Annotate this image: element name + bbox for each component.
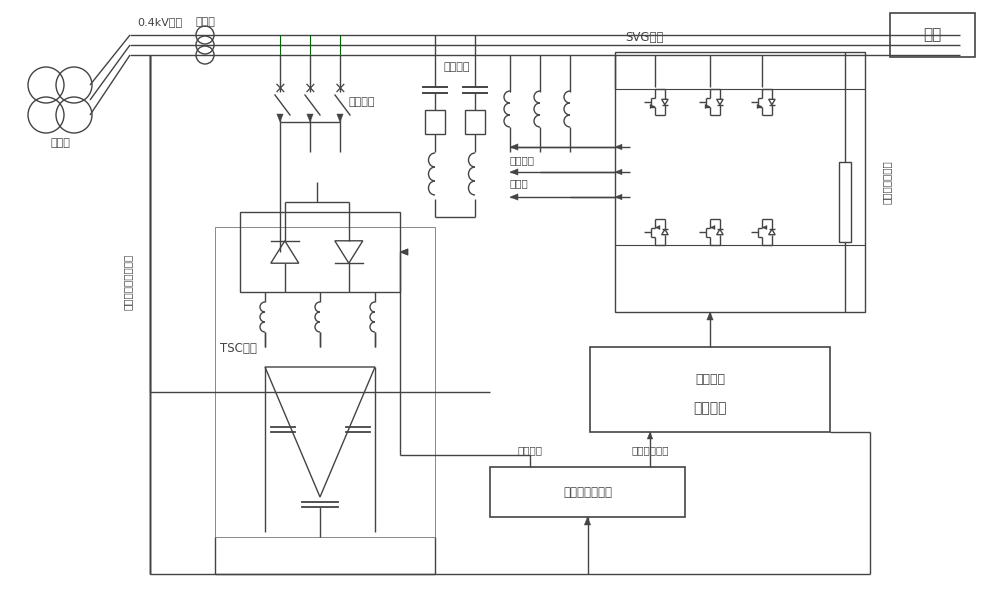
Polygon shape: [400, 249, 408, 255]
Text: 无功参考指令: 无功参考指令: [631, 445, 669, 455]
Text: SVG部分: SVG部分: [625, 31, 664, 44]
Text: 触发信号: 触发信号: [518, 445, 542, 455]
Polygon shape: [615, 194, 622, 200]
Text: 负载: 负载: [923, 27, 942, 43]
Text: ×: ×: [274, 82, 286, 96]
Text: 滤波支路: 滤波支路: [444, 62, 470, 72]
Text: 变压器: 变压器: [50, 138, 70, 148]
Bar: [240, 212, 400, 292]
Polygon shape: [615, 144, 622, 150]
Bar: [215, 227, 435, 537]
Polygon shape: [757, 105, 762, 108]
Polygon shape: [337, 114, 343, 122]
Polygon shape: [710, 226, 715, 230]
Polygon shape: [707, 312, 713, 320]
Text: 无功功率: 无功功率: [348, 97, 375, 107]
Text: 驱动信号: 驱动信号: [695, 373, 725, 386]
Bar: [490, 467, 685, 517]
Text: 无功补偿控制器: 无功补偿控制器: [563, 485, 612, 498]
Text: 自换相桥式电路: 自换相桥式电路: [882, 160, 892, 204]
Bar: [465, 110, 485, 134]
Polygon shape: [307, 114, 313, 122]
Polygon shape: [584, 517, 591, 525]
Polygon shape: [510, 144, 518, 150]
Polygon shape: [705, 105, 710, 108]
Polygon shape: [647, 432, 653, 439]
Polygon shape: [277, 114, 283, 122]
Polygon shape: [400, 249, 408, 255]
Polygon shape: [762, 226, 767, 230]
Bar: [839, 162, 851, 242]
Polygon shape: [510, 169, 518, 175]
Text: ×: ×: [334, 82, 346, 96]
Text: 电压、电流模拟信号: 电压、电流模拟信号: [123, 254, 133, 310]
Polygon shape: [510, 194, 518, 200]
Text: TSC部分: TSC部分: [220, 342, 257, 355]
Bar: [890, 13, 975, 57]
Bar: [590, 347, 830, 432]
Bar: [615, 52, 865, 312]
Text: 驱动模块: 驱动模块: [693, 401, 727, 415]
Text: ×: ×: [304, 82, 316, 96]
Text: 电抗器: 电抗器: [510, 178, 529, 188]
Polygon shape: [650, 105, 655, 108]
Polygon shape: [615, 169, 622, 175]
Text: 互感器: 互感器: [195, 17, 215, 27]
Bar: [425, 110, 445, 134]
Text: 0.4kV系统: 0.4kV系统: [137, 17, 183, 27]
Polygon shape: [655, 226, 660, 230]
Text: 输出电压: 输出电压: [510, 155, 535, 165]
